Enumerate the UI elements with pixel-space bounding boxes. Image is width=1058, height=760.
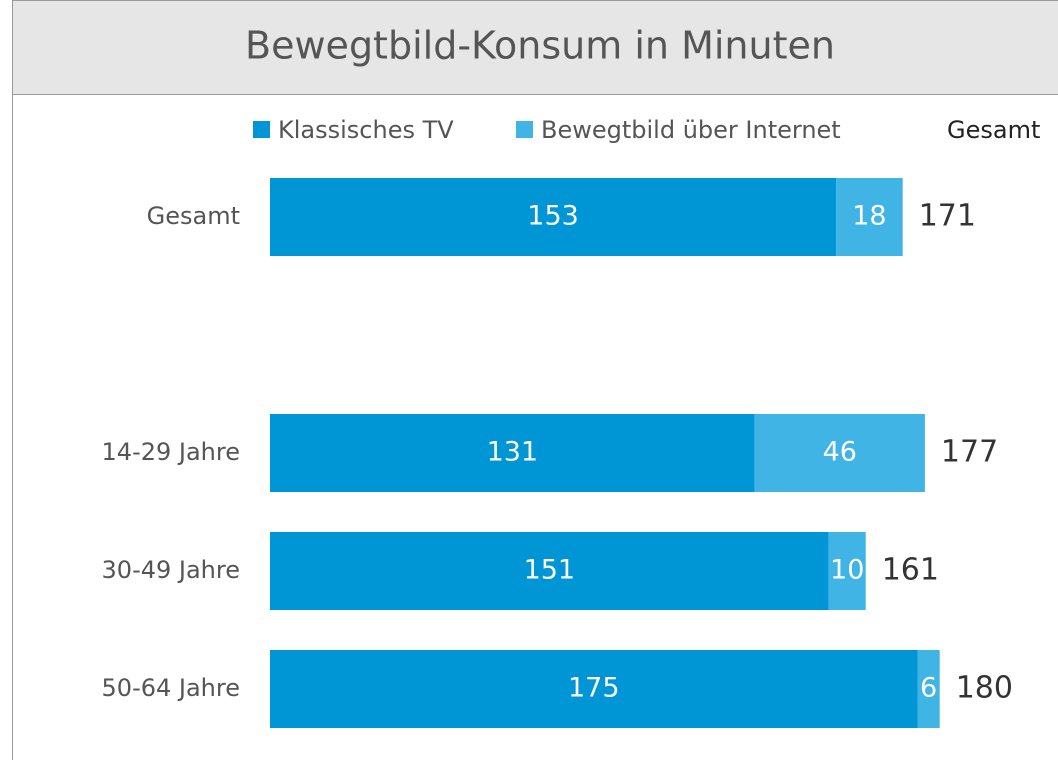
bar-segment	[754, 414, 925, 492]
segment-label: 6	[920, 673, 937, 704]
bar-segment	[270, 178, 837, 256]
segment-label: 46	[823, 437, 857, 468]
segment-label: 151	[524, 555, 576, 586]
bar-segment	[836, 178, 903, 256]
legend-swatch	[516, 121, 533, 138]
category-label: Gesamt	[147, 202, 240, 230]
bar-segment	[270, 650, 918, 728]
chart-title: Bewegtbild-Konsum in Minuten	[245, 24, 835, 68]
total-label: 180	[956, 671, 1013, 706]
bar-segment	[270, 532, 829, 610]
segment-label: 10	[830, 555, 864, 586]
legend-label: Klassisches TV	[278, 116, 454, 144]
category-label: 14-29 Jahre	[102, 438, 240, 466]
category-label: 50-64 Jahre	[102, 674, 240, 702]
bar-segment	[828, 532, 866, 610]
total-label: 177	[941, 435, 998, 470]
totals-header: Gesamt	[947, 116, 1040, 144]
segment-label: 131	[487, 437, 539, 468]
legend-swatch	[253, 121, 270, 138]
bar-segment	[917, 650, 940, 728]
category-label: 30-49 Jahre	[102, 556, 240, 584]
bar-segment	[270, 414, 755, 492]
segment-label: 175	[568, 673, 620, 704]
total-label: 161	[882, 553, 939, 588]
title-bar	[13, 1, 1058, 94]
segment-label: 153	[527, 201, 579, 232]
legend-label: Bewegtbild über Internet	[541, 116, 841, 144]
frame	[12, 0, 1058, 760]
total-label: 171	[919, 199, 976, 234]
segment-label: 18	[852, 201, 886, 232]
